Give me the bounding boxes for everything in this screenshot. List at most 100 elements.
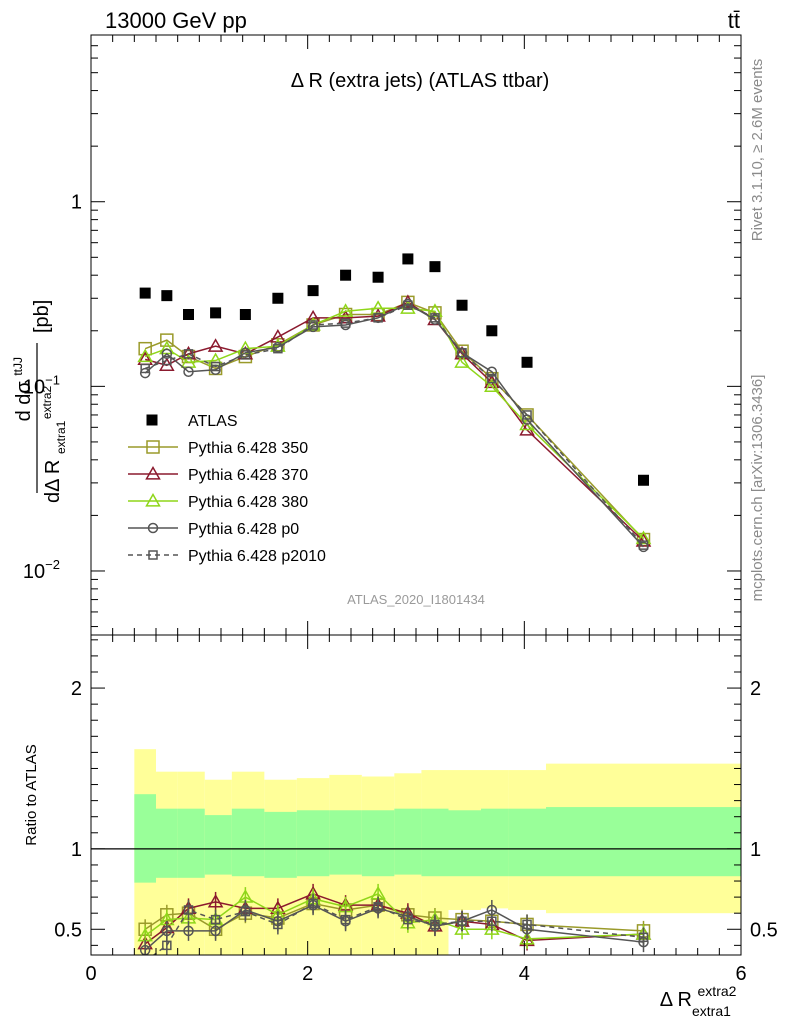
band-bin xyxy=(296,810,330,877)
rivet-label: Rivet 3.1.10, ≥ 2.6M events xyxy=(749,59,766,242)
ylabel-den: dΔ R xyxy=(42,460,64,503)
ratio-point xyxy=(403,914,413,925)
band-bin xyxy=(448,810,481,877)
legend-marker xyxy=(146,414,158,426)
data-point xyxy=(139,287,151,299)
legend-marker xyxy=(147,522,159,534)
x-tick-label: 0 xyxy=(85,963,96,985)
legend-entry: Pythia 6.428 380 xyxy=(128,492,308,511)
band-bin xyxy=(546,807,741,877)
legend-marker xyxy=(148,550,158,560)
legend-label: ATLAS xyxy=(188,413,238,430)
data-point xyxy=(138,341,152,356)
series-3 xyxy=(137,300,652,545)
main-axis-ticks: 110−110−2 xyxy=(23,34,742,635)
data-point xyxy=(162,355,172,366)
series-line xyxy=(144,307,645,540)
ratio-point xyxy=(457,916,467,926)
data-point xyxy=(270,329,286,343)
data-point xyxy=(638,540,649,550)
data-point xyxy=(402,253,414,265)
ratio-point xyxy=(522,919,532,930)
legend-label: Pythia 6.428 370 xyxy=(188,467,308,484)
data-point xyxy=(337,303,354,317)
ratio-point xyxy=(141,957,149,965)
data-point xyxy=(638,474,649,486)
band-stat xyxy=(134,794,741,883)
data-point xyxy=(183,309,194,321)
band-bin xyxy=(204,815,232,875)
xlabel-sup: extra2 xyxy=(698,983,737,999)
main-ylabel: d dσ ttJJ dΔ R extra1 extra2 [pb] xyxy=(11,300,70,503)
ylabel-sup: ttJJ xyxy=(11,357,25,376)
data-point xyxy=(183,366,194,377)
ratio-point xyxy=(638,932,649,943)
ratio-y-tick-label: 0.5 xyxy=(54,919,82,941)
data-point xyxy=(522,410,532,420)
data-point xyxy=(273,343,283,354)
band-bin xyxy=(394,808,422,875)
ratio-series-4 xyxy=(141,893,649,965)
legend-label: Pythia 6.428 p2010 xyxy=(188,548,326,565)
y-tick-label: 10−2 xyxy=(23,557,60,583)
data-point xyxy=(210,361,221,372)
ylabel-main: dσ xyxy=(13,381,35,405)
ratio-y-tick-label: 1 xyxy=(71,839,82,861)
data-point xyxy=(340,318,351,328)
ratio-axis-ticks: 0.5 0.5 1 1 2 2 0 2 4 6 xyxy=(54,635,778,985)
data-point xyxy=(137,348,153,363)
data-point xyxy=(239,309,251,321)
series-0 xyxy=(139,253,649,486)
y-tick-base: 10 xyxy=(23,376,45,398)
series-line xyxy=(144,302,645,548)
data-point xyxy=(337,309,354,324)
ratio-point xyxy=(183,925,194,937)
ratio-point xyxy=(340,914,351,925)
data-point xyxy=(140,363,150,374)
data-point xyxy=(272,292,284,304)
legend-label: Pythia 6.428 380 xyxy=(188,494,308,511)
data-point xyxy=(635,530,652,545)
data-point xyxy=(207,338,224,352)
x-tick-label: 2 xyxy=(302,963,313,985)
data-point xyxy=(210,307,222,319)
data-point xyxy=(456,299,468,311)
data-point xyxy=(161,290,173,302)
data-point xyxy=(484,378,500,392)
series-line xyxy=(144,304,645,546)
data-point xyxy=(430,313,440,323)
ratio-ylabel: Ratio to ATLAS xyxy=(23,744,40,845)
band-bin xyxy=(264,811,297,878)
legend-entry: Pythia 6.428 370 xyxy=(128,465,308,484)
band-bin xyxy=(481,808,509,877)
ratio-point xyxy=(162,940,172,951)
main-title: Δ R (extra jets) (ATLAS ttbar) xyxy=(291,70,550,92)
data-point xyxy=(427,303,443,317)
ylabel-denominator: dΔ R extra1 extra2 xyxy=(40,385,70,503)
data-point xyxy=(403,300,413,310)
y-tick-base: 10 xyxy=(23,561,45,583)
legend-entry: Pythia 6.428 350 xyxy=(128,440,308,457)
data-point xyxy=(183,349,194,359)
y-tick-exp: −1 xyxy=(45,372,60,387)
analysis-label: ATLAS_2020_I1801434 xyxy=(347,592,485,607)
data-point xyxy=(308,320,318,330)
ratio-point xyxy=(487,916,497,926)
ratio-y-tick-label-right: 0.5 xyxy=(750,919,778,941)
x-tick-label: 4 xyxy=(519,963,530,985)
data-point xyxy=(370,300,386,314)
legend-entry: Pythia 6.428 p0 xyxy=(128,521,299,538)
legend-marker xyxy=(145,465,161,480)
ratio-xlabel: Δ R extra2 extra1 xyxy=(660,979,742,1019)
data-point xyxy=(454,354,470,368)
main-plot-area xyxy=(137,253,652,553)
data-point xyxy=(372,271,384,283)
mcplots-label: mcplots.cern.ch [arXiv:1306.3436] xyxy=(749,375,766,602)
legend-entry: ATLAS xyxy=(146,413,238,430)
band-bin xyxy=(508,808,546,877)
data-point xyxy=(161,348,173,360)
data-point xyxy=(340,269,352,281)
ratio-point xyxy=(207,893,224,908)
data-point xyxy=(457,348,467,358)
